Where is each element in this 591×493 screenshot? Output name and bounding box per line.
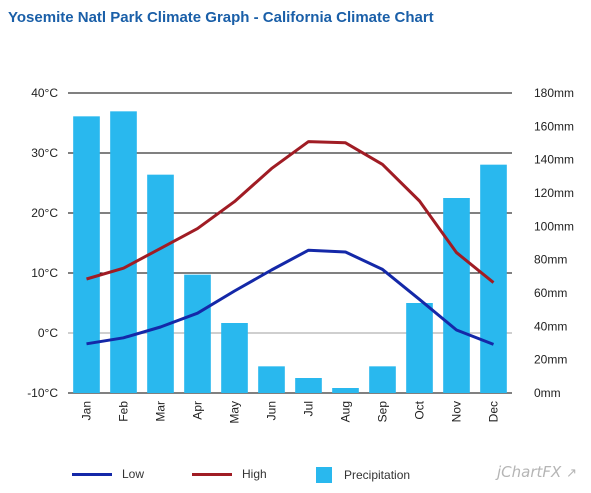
legend-precipitation-swatch — [316, 467, 332, 483]
x-tick-label: Sep — [376, 401, 390, 423]
y-right-tick-label: 40mm — [534, 319, 567, 333]
high-temperature-line — [86, 140, 495, 284]
legend-high-label: High — [242, 467, 267, 481]
precipitation-bar — [147, 174, 174, 393]
y-left-tick-label: 30°C — [31, 146, 58, 160]
precipitation-bar — [221, 323, 248, 393]
precipitation-bar — [295, 378, 322, 393]
y-right-tick-label: 180mm — [534, 86, 574, 100]
precipitation-bar — [406, 303, 433, 393]
y-left-tick-label: 40°C — [31, 86, 58, 100]
x-tick-label: Aug — [339, 401, 353, 422]
precipitation-bars — [73, 111, 507, 393]
y-right-tick-label: 120mm — [534, 186, 574, 200]
y-right-tick-label: 20mm — [534, 353, 567, 367]
jchartfx-logo: jChartFX ↗ — [497, 463, 577, 481]
y-right-tick-label: 100mm — [534, 219, 574, 233]
y-right-tick-label: 140mm — [534, 153, 574, 167]
precipitation-bar — [73, 116, 100, 393]
precipitation-bar — [480, 164, 507, 393]
y-left-tick-label: 20°C — [31, 206, 58, 220]
precipitation-bar — [258, 366, 285, 393]
y-right-tick-label: 80mm — [534, 253, 567, 267]
y-left-tick-label: -10°C — [27, 386, 58, 400]
x-tick-label: Nov — [450, 401, 464, 422]
legend-low-label: Low — [122, 467, 145, 481]
precipitation-bar — [332, 388, 359, 393]
x-tick-label: Feb — [117, 401, 131, 422]
x-tick-label: Dec — [487, 401, 501, 422]
y-left-tick-label: 0°C — [38, 326, 58, 340]
x-tick-label: Apr — [191, 401, 205, 420]
precipitation-bar — [110, 111, 137, 393]
x-tick-label: Mar — [154, 401, 168, 422]
legend-low-swatch — [72, 472, 112, 476]
precipitation-bar — [184, 274, 211, 393]
x-tick-label: Jan — [80, 401, 94, 420]
y-left-tick-label: 10°C — [31, 266, 58, 280]
y-right-tick-label: 160mm — [534, 119, 574, 133]
legend-precipitation-label: Precipitation — [344, 468, 411, 482]
y-right-tick-label: 60mm — [534, 286, 567, 300]
axis-labels: -10°C 0°C 10°C 20°C 30°C 40°C 0mm 20mm 40mm 60mm 8… — [27, 86, 574, 424]
legend-high: High — [192, 467, 267, 481]
gridlines — [68, 92, 512, 394]
legend-low: Low — [72, 467, 144, 481]
y-right-tick-label: 0mm — [534, 386, 561, 400]
x-tick-label: Jun — [265, 401, 279, 420]
chart-title: Yosemite Natl Park Climate Graph - Calif… — [8, 9, 434, 26]
x-tick-label: Jul — [302, 401, 316, 416]
precipitation-bar — [369, 366, 396, 393]
x-tick-label: May — [228, 401, 242, 424]
precipitation-bar — [443, 198, 470, 393]
low-temperature-line — [86, 248, 495, 346]
legend-high-swatch — [192, 472, 232, 476]
legend-precipitation: Precipitation — [316, 467, 410, 483]
x-tick-label: Oct — [413, 400, 427, 419]
temperature-lines — [86, 140, 495, 346]
